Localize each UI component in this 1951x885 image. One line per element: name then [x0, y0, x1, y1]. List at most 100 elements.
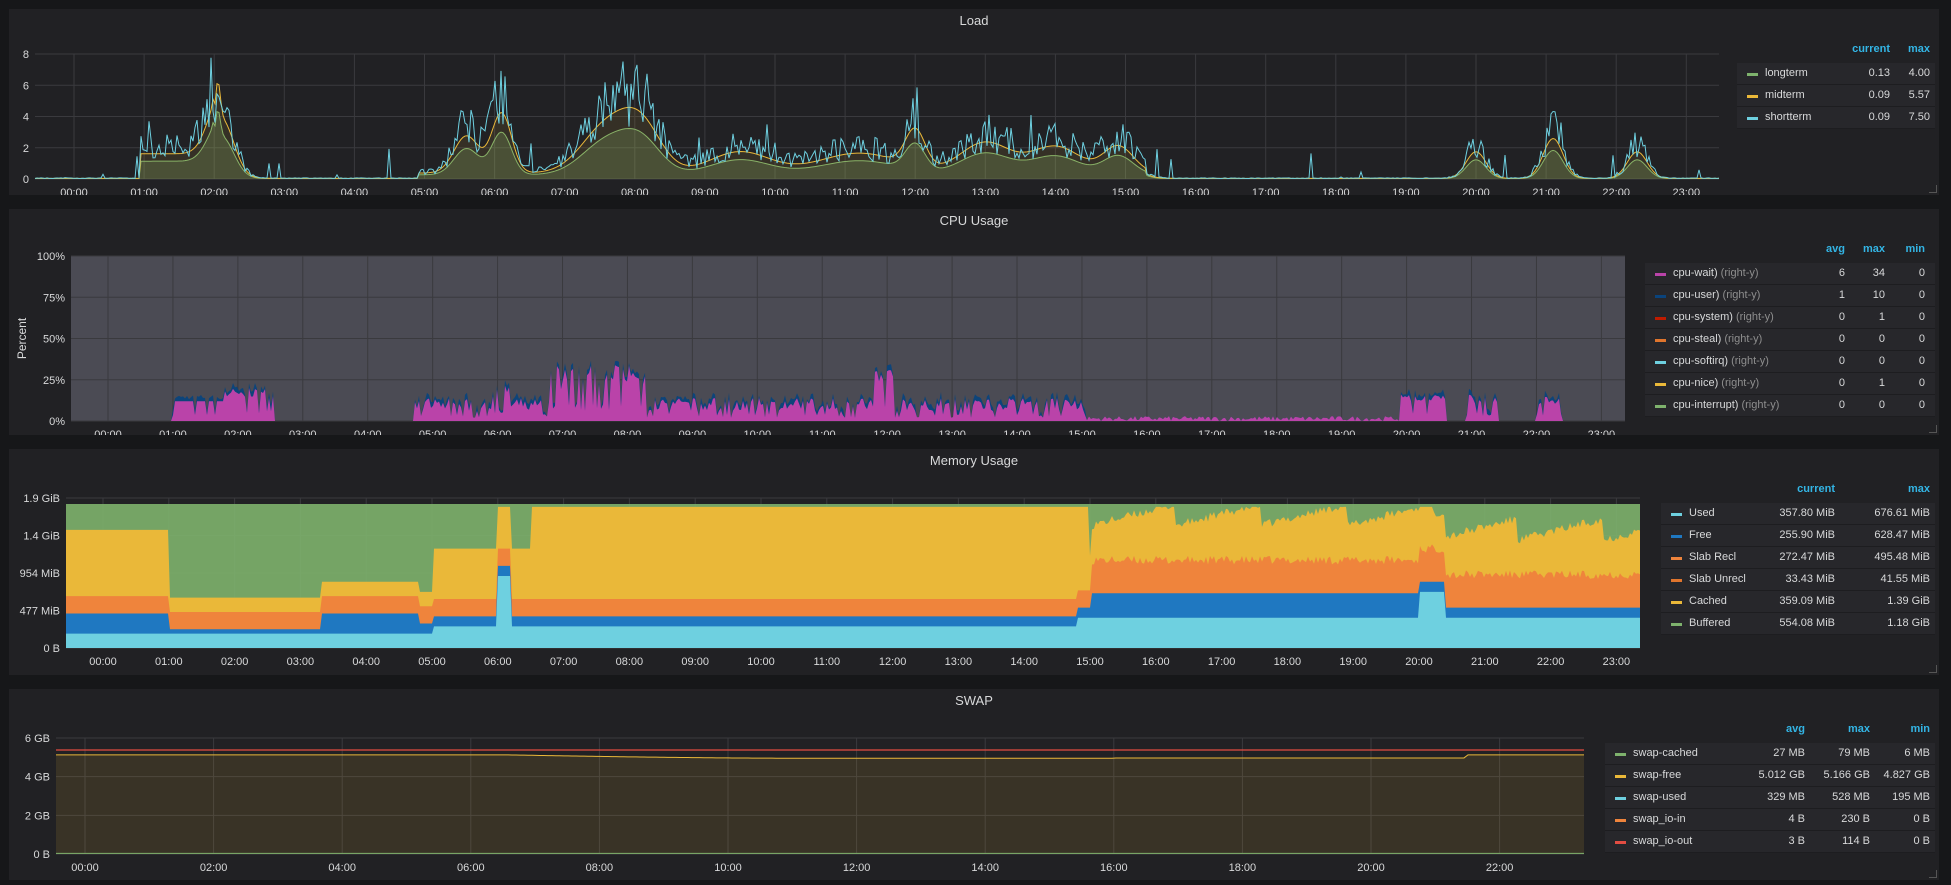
- resize-handle[interactable]: [1929, 425, 1937, 433]
- series-name[interactable]: cpu-user) (right-y): [1673, 289, 1760, 301]
- series-color-swatch[interactable]: [1655, 361, 1666, 364]
- legend-series-row[interactable]: cpu-steal) (right-y) 0 0 0: [1645, 329, 1935, 351]
- legend-series-row[interactable]: cpu-nice) (right-y) 0 1 0: [1645, 373, 1935, 395]
- load-graph[interactable]: 0 2 4 6 8 00:00 01:00 02:00 03:00 04:00 05:00 06:00…: [9, 23, 1729, 195]
- resize-handle[interactable]: [1929, 665, 1937, 673]
- legend-column-current[interactable]: current: [1852, 43, 1890, 55]
- series-color-swatch[interactable]: [1671, 601, 1682, 604]
- series-name[interactable]: swap_io-out: [1633, 835, 1692, 847]
- series-color-swatch[interactable]: [1671, 579, 1682, 582]
- series-name[interactable]: Free: [1689, 529, 1712, 541]
- memory-panel-title[interactable]: Memory Usage: [929, 453, 1019, 468]
- series-color-swatch[interactable]: [1747, 95, 1758, 98]
- series-color-swatch[interactable]: [1655, 317, 1666, 320]
- legend-series-row[interactable]: longterm 4.00 0.13: [1737, 63, 1935, 85]
- legend-column-min[interactable]: min: [1905, 243, 1925, 255]
- legend-value-min: 0: [1918, 399, 1925, 411]
- swap-free-area: [56, 754, 1584, 854]
- legend-series-row[interactable]: Slab Unrecl 41.55 MiB 33.43 MiB: [1661, 569, 1935, 591]
- swap-graph[interactable]: 0 B 2 GB 4 GB 6 GB 00:00 02:00 04:00 06:00 08:00…: [9, 703, 1594, 880]
- x-tick-label: 18:00: [1229, 862, 1257, 874]
- series-name[interactable]: swap-cached: [1633, 747, 1698, 759]
- series-color-swatch[interactable]: [1615, 753, 1626, 756]
- series-name[interactable]: longterm: [1765, 67, 1808, 79]
- series-color-swatch[interactable]: [1671, 513, 1682, 516]
- series-name[interactable]: cpu-softirq) (right-y): [1673, 355, 1769, 367]
- series-name[interactable]: Cached: [1689, 595, 1727, 607]
- x-tick-label: 00:00: [94, 429, 122, 435]
- legend-series-row[interactable]: swap-cached 6 MB 79 MB 27 MB: [1605, 743, 1935, 765]
- series-color-swatch[interactable]: [1671, 535, 1682, 538]
- series-name[interactable]: cpu-steal) (right-y): [1673, 333, 1762, 345]
- legend-value-avg: 4 B: [1788, 813, 1805, 825]
- x-tick-label: 13:00: [972, 187, 1000, 195]
- legend-series-row[interactable]: cpu-interrupt) (right-y) 0 0 0: [1645, 395, 1935, 417]
- series-color-swatch[interactable]: [1747, 73, 1758, 76]
- series-color-swatch[interactable]: [1615, 819, 1626, 822]
- legend-column-avg[interactable]: avg: [1826, 243, 1845, 255]
- series-name[interactable]: swap_io-in: [1633, 813, 1686, 825]
- legend-column-max[interactable]: max: [1907, 483, 1930, 495]
- series-name[interactable]: shortterm: [1765, 111, 1811, 123]
- series-name[interactable]: swap-used: [1633, 791, 1686, 803]
- series-name[interactable]: Slab Recl: [1689, 551, 1736, 563]
- series-color-swatch[interactable]: [1671, 557, 1682, 560]
- resize-handle[interactable]: [1929, 185, 1937, 193]
- series-color-swatch[interactable]: [1615, 841, 1626, 844]
- legend-column-max[interactable]: max: [1862, 243, 1885, 255]
- series-name[interactable]: midterm: [1765, 89, 1805, 101]
- legend-column-avg[interactable]: avg: [1786, 723, 1805, 735]
- x-tick-label: 21:00: [1458, 429, 1486, 435]
- series-color-swatch[interactable]: [1615, 775, 1626, 778]
- legend-series-row[interactable]: shortterm 7.50 0.09: [1737, 107, 1935, 129]
- series-color-swatch[interactable]: [1655, 405, 1666, 408]
- legend-column-current[interactable]: current: [1797, 483, 1835, 495]
- series-color-swatch[interactable]: [1747, 117, 1758, 120]
- series-name[interactable]: Used: [1689, 507, 1715, 519]
- legend-value-min: 0: [1918, 267, 1925, 279]
- legend-value-max: 34: [1872, 267, 1885, 279]
- series-color-swatch[interactable]: [1655, 383, 1666, 386]
- series-axis-suffix: (right-y): [1717, 267, 1759, 279]
- series-color-swatch[interactable]: [1671, 623, 1682, 626]
- legend-value-avg: 329 MB: [1767, 791, 1805, 803]
- series-color-swatch[interactable]: [1615, 797, 1626, 800]
- legend-column-max[interactable]: max: [1907, 43, 1930, 55]
- legend-series-row[interactable]: Free 628.47 MiB 255.90 MiB: [1661, 525, 1935, 547]
- legend-column-max[interactable]: max: [1847, 723, 1870, 735]
- memory-graph[interactable]: 0 B 477 MiB 954 MiB 1.4 GiB 1.9 GiB 00:00 01:0…: [9, 463, 1647, 675]
- legend-series-row[interactable]: cpu-softirq) (right-y) 0 0 0: [1645, 351, 1935, 373]
- resize-handle[interactable]: [1929, 870, 1937, 878]
- legend-series-row[interactable]: swap-used 195 MB 528 MB 329 MB: [1605, 787, 1935, 809]
- midterm-area: [35, 83, 1719, 179]
- swap-panel-title[interactable]: SWAP: [955, 693, 993, 708]
- legend-series-row[interactable]: Slab Recl 495.48 MiB 272.47 MiB: [1661, 547, 1935, 569]
- series-name[interactable]: Buffered: [1689, 617, 1730, 629]
- legend-series-row[interactable]: swap-free 4.827 GB 5.166 GB 5.012 GB: [1605, 765, 1935, 787]
- series-name[interactable]: cpu-system) (right-y): [1673, 311, 1774, 323]
- cpu-graph[interactable]: 0% 25% 50% 75% 100% 00:00 01:00 02:00 03:00 04:00…: [9, 223, 1641, 435]
- legend-column-min[interactable]: min: [1910, 723, 1930, 735]
- legend-series-row[interactable]: swap_io-in 0 B 230 B 4 B: [1605, 809, 1935, 831]
- series-label: Slab Recl: [1689, 551, 1737, 563]
- series-color-swatch[interactable]: [1655, 273, 1666, 276]
- series-name[interactable]: cpu-interrupt) (right-y): [1673, 399, 1779, 411]
- legend-series-row[interactable]: swap_io-out 0 B 114 B 3 B: [1605, 831, 1935, 853]
- legend-series-row[interactable]: cpu-user) (right-y) 0 10 1: [1645, 285, 1935, 307]
- x-tick-label: 05:00: [419, 429, 447, 435]
- load-panel-title[interactable]: Load: [959, 13, 989, 28]
- series-name[interactable]: Slab Unrecl: [1689, 573, 1746, 585]
- legend-series-row[interactable]: Used 676.61 MiB 357.80 MiB: [1661, 503, 1935, 525]
- series-name[interactable]: cpu-nice) (right-y): [1673, 377, 1759, 389]
- series-name[interactable]: cpu-wait) (right-y): [1673, 267, 1759, 279]
- cpu-panel-title[interactable]: CPU Usage: [939, 213, 1009, 228]
- series-color-swatch[interactable]: [1655, 339, 1666, 342]
- legend-series-row[interactable]: Cached 1.39 GiB 359.09 MiB: [1661, 591, 1935, 613]
- legend-series-row[interactable]: midterm 5.57 0.09: [1737, 85, 1935, 107]
- series-name[interactable]: swap-free: [1633, 769, 1681, 781]
- legend-series-row[interactable]: cpu-system) (right-y) 0 1 0: [1645, 307, 1935, 329]
- series-color-swatch[interactable]: [1655, 295, 1666, 298]
- legend-value-max: 528 MB: [1832, 791, 1870, 803]
- legend-series-row[interactable]: cpu-wait) (right-y) 0 34 6: [1645, 263, 1935, 285]
- legend-series-row[interactable]: Buffered 1.18 GiB 554.08 MiB: [1661, 613, 1935, 635]
